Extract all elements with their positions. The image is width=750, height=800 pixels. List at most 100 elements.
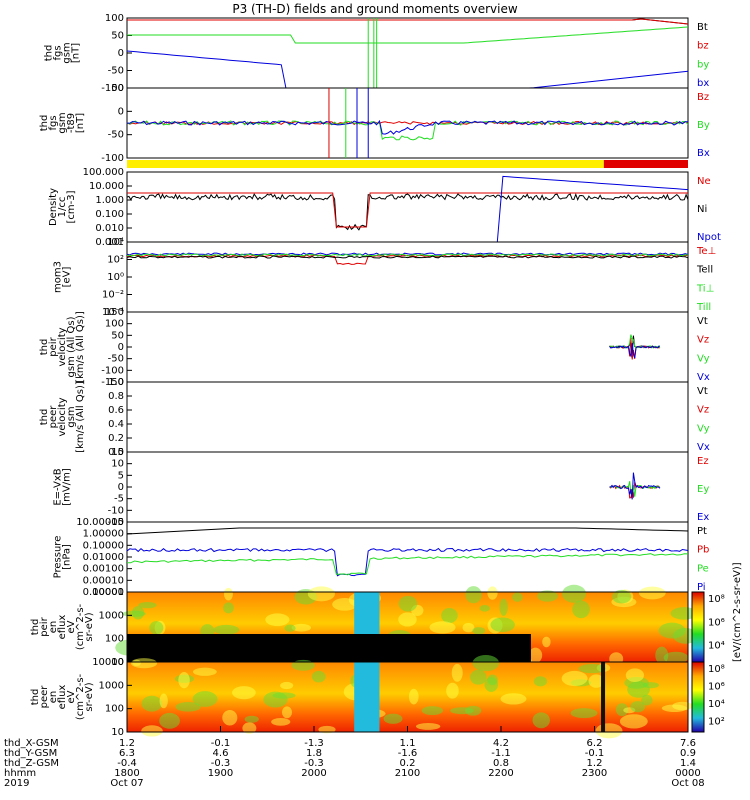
y-tick-label: 15 [111,447,124,458]
heatmap-blob [307,586,335,602]
y-axis-label-line: peer [48,405,59,429]
y-tick-label: 10 [111,657,124,668]
y-axis-label-line: -t89 [66,113,77,133]
heatmap-blob [472,627,486,635]
x-tick-label: 4.6 [213,748,229,759]
y-axis-label-line: Pressure [53,536,64,579]
x-tick-label: 1.1 [400,738,416,749]
y-tick-label: 0.01000 [83,552,124,563]
panel-frame [126,17,689,89]
y-tick-label: 50 [111,330,124,341]
legend-Vy: Vy [697,423,710,434]
x-axis-row-label: thd_X-GSM [4,738,59,749]
x-axis-row-label: thd_Y-GSM [4,748,57,759]
legend-Tell: Tell [696,265,713,276]
trace-Till [126,253,689,257]
heatmap-blob [670,607,698,620]
y-tick-label: -15 [108,517,124,528]
y-axis-label-line: gsm [57,112,68,133]
y-tick-label: 0.8 [108,391,124,402]
heatmap-blob [192,691,218,707]
y-axis-label-line: sr-eV) [84,612,95,641]
heatmap-blob [265,613,290,627]
heatmap-blob [398,612,417,627]
x-tick-label: 2300 [582,768,607,779]
y-tick-label: 10² [107,255,124,266]
y-tick-label: 1000 [99,680,124,691]
heatmap-blob [383,713,403,724]
heatmap-blob [663,651,689,664]
y-axis-label-line: fgs [53,45,64,60]
y-axis-label-line: eflux [57,615,68,640]
y-tick-label: 10 [111,727,124,738]
y-tick-label: 100 [105,704,124,715]
x-axis-row-label: hhmm [4,768,36,779]
colorbar [691,591,705,663]
y-axis-label-line: en [48,691,59,704]
trace-bz [127,18,689,25]
colorbar-label: [eV/(cm^2-s-sr-eV)] [732,562,743,662]
heatmap-blob [450,707,474,715]
y-axis-label-line: gsm [62,42,73,63]
y-axis-label-line: fgs [48,115,59,130]
heatmap-blob [638,586,666,600]
x-tick-label: 0000 [675,768,700,779]
x-tick-label: -0.1 [585,748,605,759]
legend-bz: bz [697,41,709,52]
y-tick-label: -150 [101,377,124,388]
y-axis-label-line: gsm [66,406,77,427]
colorbar-label-group: [eV/(cm^2-s-sr-eV)] [732,562,743,662]
colorbar-tick-label: 10⁶ [708,617,725,628]
y-tick-label: 10⁻² [102,290,124,301]
y-axis-label-line: thd [44,45,55,62]
colorbar-tick-label: 10⁸ [708,594,725,605]
x-tick-label: 6.3 [119,748,135,759]
x-tick-label: 1.2 [119,738,135,749]
x-tick-label: 7.6 [680,738,696,749]
x-tick-label: 2000 [301,768,326,779]
y-tick-label: 0.00010 [83,575,124,586]
legend-Ex: Ex [697,512,709,523]
heatmap-blob [570,708,598,719]
heatmap-blob [441,607,458,624]
y-tick-label: 10⁻⁴ [102,307,124,318]
y-tick-label: -50 [108,130,124,141]
legend-Ne: Ne [697,176,711,187]
heatmap-blob [159,693,168,709]
heatmap-blob [642,682,659,689]
y-axis-label-line: (cm^2-s- [75,603,86,650]
y-tick-label: -100 [101,153,124,164]
y-tick-label: 50 [111,31,124,42]
panel-frame [126,451,689,523]
heatmap-blob [537,590,558,602]
heatmap-blob [132,659,141,667]
y-tick-label: 10 [111,459,124,470]
heatmap-blob [533,676,548,687]
heatmap-blob [619,714,648,729]
heatmap-blob [281,706,293,719]
y-axis-label-line: eV [66,690,77,703]
legend-Bx: Bx [697,148,710,159]
y-axis-label-line: sr-eV) [84,682,95,711]
y-tick-label: 0 [118,342,124,353]
heatmap-blob [472,654,500,672]
heatmap-blob [479,605,490,612]
y-axis-label-line: [km/s (All Qs)] [75,311,86,383]
heatmap-blob [332,598,358,611]
y-axis-label-line: 1/cc [57,197,68,218]
y-axis-label-line: E=-VxB [53,468,64,505]
y-axis-label-line: thd [39,339,50,356]
y-tick-label: 0.10000 [83,540,124,551]
x-tick-label: 2200 [488,768,513,779]
y-axis-label-line: [nPa] [62,544,73,570]
legend-Te⊥: Te⊥ [696,246,716,257]
y-axis-label-line: peir [48,336,59,356]
heatmap-blob [149,621,164,635]
